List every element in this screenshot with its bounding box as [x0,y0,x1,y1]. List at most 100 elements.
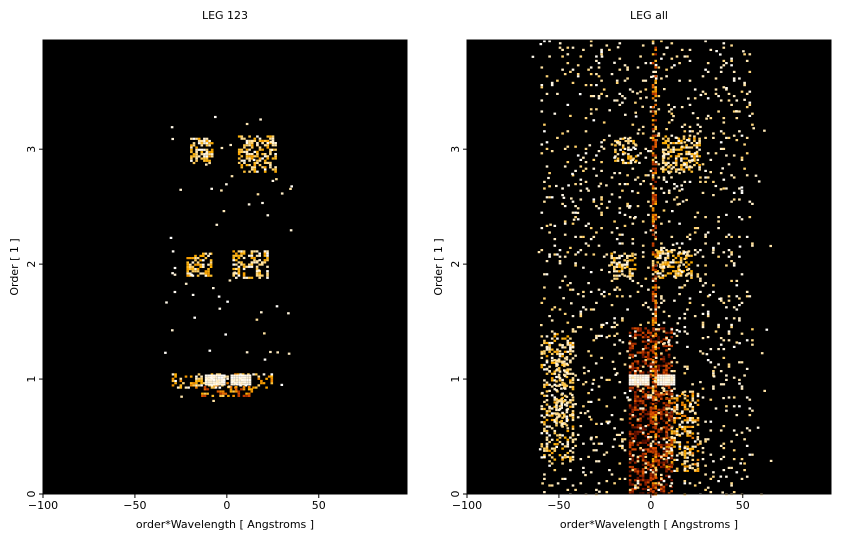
heatmap-cell [719,70,723,73]
heatmap-cell [548,55,551,58]
heatmap-cell [238,374,241,377]
heatmap-cell [260,382,263,385]
heatmap-cell [215,378,218,382]
heatmap-cell [644,404,647,407]
heatmap-cell [631,469,635,472]
heatmap-cell [748,200,752,203]
heatmap-cell [204,374,208,377]
heatmap-cell [200,150,204,154]
heatmap-cell [641,415,645,418]
heatmap-cell [654,348,657,351]
heatmap-cell [565,402,569,405]
heatmap-cell [220,383,223,386]
heatmap-cell [735,295,739,298]
heatmap-cell [647,200,650,203]
heatmap-cell [631,342,634,345]
heatmap-cell [691,452,695,455]
heatmap-cell [201,394,204,397]
heatmap-cell [745,475,749,478]
heatmap-cell [673,445,676,448]
heatmap-cell [539,43,543,46]
heatmap-cell [654,372,657,375]
heatmap-cell [673,397,676,400]
heatmap-cell [644,88,648,91]
heatmap-cell [621,431,624,434]
heatmap-cell [654,321,657,324]
heatmap-cell [287,312,290,315]
heatmap-cell [597,62,601,65]
heatmap-cell [725,264,728,267]
heatmap-cell [641,426,645,429]
heatmap-cell [674,142,678,145]
heatmap-cell [191,293,195,296]
heatmap-cell [660,437,663,440]
heatmap-cell [204,270,208,273]
heatmap-cell [548,383,551,386]
heatmap-cell [712,475,715,478]
heatmap-cell [654,405,657,408]
heatmap-cell [558,350,562,353]
heatmap-cell [579,310,583,313]
heatmap-cell [258,146,262,149]
heatmap-cell [657,176,661,179]
heatmap-cell [586,410,590,413]
heatmap-cell [657,421,660,425]
heatmap-cell [613,427,616,430]
heatmap-cell [563,312,567,315]
heatmap-cell [660,417,663,420]
heatmap-cell [660,364,663,367]
heatmap-cell [576,64,580,67]
heatmap-cell [636,176,640,179]
heatmap-cell [579,315,583,318]
heatmap-cell [540,405,544,408]
heatmap-cell [626,257,629,260]
heatmap-cell [695,146,699,149]
heatmap-cell [693,139,696,142]
heatmap-cell [256,193,260,196]
heatmap-cell [566,321,570,324]
heatmap-cell [738,361,741,364]
heatmap-cell [670,328,674,331]
heatmap-cell [727,330,731,333]
heatmap-cell [725,378,728,381]
heatmap-cell [656,256,659,260]
heatmap-cell [569,405,572,408]
heatmap-cell [704,169,707,172]
heatmap-cell [649,421,653,425]
heatmap-cell [691,397,695,400]
heatmap-cell [243,146,246,149]
heatmap-cell [237,153,241,156]
heatmap-cell [662,490,666,493]
heatmap-cell [561,381,564,384]
heatmap-cell [725,409,728,412]
heatmap-cell [647,450,650,453]
heatmap-cell [644,174,648,177]
heatmap-cell [597,150,601,153]
heatmap-cell [639,371,642,374]
heatmap-cell [662,454,666,458]
heatmap-cell [242,256,246,260]
heatmap-cell [673,408,676,411]
heatmap-cell [714,77,718,80]
heatmap-cell [560,424,563,427]
heatmap-cell [243,383,247,386]
heatmap-cell [690,272,693,275]
heatmap-cell [204,376,208,379]
heatmap-cell [704,420,707,423]
heatmap-cell [234,373,237,376]
heatmap-cell [610,254,613,257]
heatmap-cell [676,322,680,325]
heatmap-cell [248,157,251,160]
heatmap-cell [561,443,564,446]
heatmap-cell [654,427,657,430]
heatmap-cell [545,367,549,370]
heatmap-cell [628,389,632,392]
heatmap-cell [254,386,258,389]
heatmap-cell [738,378,741,381]
heatmap-cell [719,130,723,133]
heatmap-cell [618,233,622,236]
heatmap-cell [195,137,198,140]
heatmap-cell [647,174,650,177]
heatmap-cell [543,350,546,353]
heatmap-cell [722,383,726,386]
